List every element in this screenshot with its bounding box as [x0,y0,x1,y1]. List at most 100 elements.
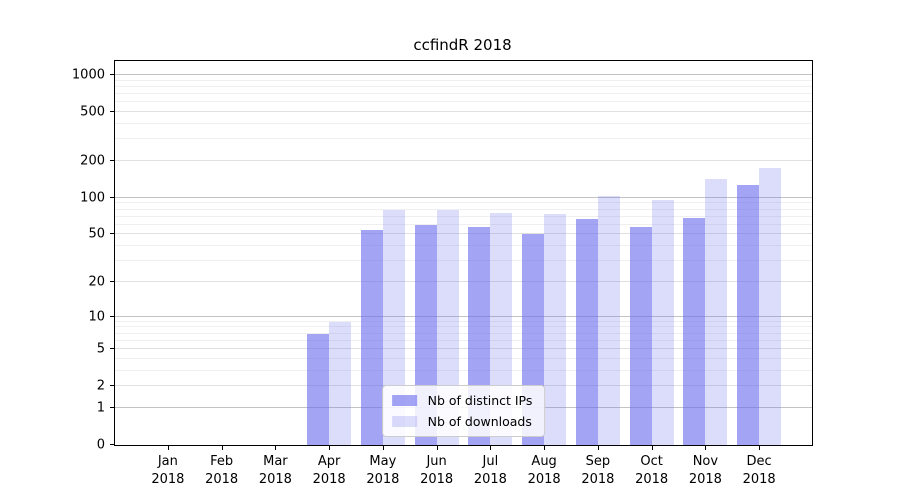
gridline [115,208,812,210]
legend-label-downloads: Nb of downloads [427,414,532,429]
y-tick-mark [110,315,114,317]
gridline [115,215,812,217]
y-tick-label: 50 [88,226,105,242]
bar-downloads [651,200,674,445]
gridline [115,123,812,125]
x-tick-mark [382,446,384,450]
x-tick-mark [221,446,223,450]
bar-distinct-ips [307,333,330,445]
y-tick-mark [110,348,114,350]
gridline [115,85,812,87]
x-tick-label: Nov 2018 [688,454,722,487]
y-tick-label: 1000 [71,67,105,83]
plot-area: 0 1 2 5 10 20 50 100 200 500 1000 Jan 2018 Feb 2018 Ma… [72,60,813,487]
y-tick-mark [110,74,114,76]
gridline [115,369,812,371]
y-tick-label: 500 [80,104,105,120]
x-tick-mark [436,446,438,450]
y-tick-mark [110,444,114,445]
x-tick-label: Oct 2018 [635,454,669,487]
bar-downloads [705,178,728,445]
x-tick-label: Jan 2018 [151,454,185,487]
gridline [115,245,812,247]
gridline [115,348,812,350]
y-tick-mark [110,233,114,235]
gridline [115,160,812,162]
y-tick-label: 10 [88,309,105,325]
y-tick-mark [110,280,114,282]
y-tick-label: 100 [80,190,105,206]
y-tick-mark [110,385,114,387]
month-slot: Nov 2018 [679,61,733,487]
gridline [115,93,812,95]
y-tick-label: 1 [96,400,105,416]
legend-swatch-distinct-ips [391,395,417,406]
gridline [115,196,812,198]
month-slot: Oct 2018 [625,61,679,487]
legend-swatch-downloads [391,416,417,427]
y-tick-label: 200 [80,153,105,169]
y-tick-label: 2 [96,378,105,394]
bar-downloads [329,321,352,445]
x-tick-mark [167,446,169,450]
legend-row-distinct-ips: Nb of distinct IPs [391,393,533,408]
x-tick-label: Sep 2018 [581,454,615,487]
gridline [115,280,812,282]
gridline [115,233,812,235]
gridline [115,138,812,140]
x-tick-label: Mar 2018 [258,454,292,487]
bar-downloads [544,213,567,445]
x-tick-mark [705,446,707,450]
month-slot: Apr 2018 [302,61,356,487]
gridline [115,74,812,76]
x-tick-mark [275,446,277,450]
chart-title: ccfindR 2018 [413,36,512,54]
gridline [115,202,812,204]
y-tick-mark [110,196,114,198]
gridline [115,315,812,317]
bar-distinct-ips [683,218,706,445]
bar-downloads [597,196,620,445]
month-slot: Mar 2018 [249,61,303,487]
gridline [115,101,812,103]
legend-label-distinct-ips: Nb of distinct IPs [427,393,533,408]
gridline [115,332,812,334]
gridline [115,320,812,322]
y-tick-mark [110,160,114,162]
x-tick-mark [329,446,331,450]
legend: Nb of distinct IPs Nb of downloads [381,385,546,437]
month-slot: Jan 2018 [141,61,195,487]
x-tick-label: Jun 2018 [420,454,454,487]
bar-distinct-ips [360,230,383,445]
bar-distinct-ips [575,219,598,445]
x-tick-mark [490,446,492,450]
month-slot: Dec 2018 [732,61,786,487]
x-tick-label: Apr 2018 [312,454,346,487]
gridline [115,339,812,341]
y-axis-ticks: 0 1 2 5 10 20 50 100 200 500 1000 [72,61,812,452]
gridline [115,260,812,262]
month-slot: Feb 2018 [195,61,249,487]
y-tick-mark [110,406,114,408]
gridline [115,223,812,225]
bar-downloads [759,167,782,445]
month-slot: Sep 2018 [571,61,625,487]
gridline [115,357,812,359]
y-tick-label: 20 [88,274,105,290]
gridline [115,326,812,328]
y-tick-label: 5 [96,341,105,357]
x-tick-mark [651,446,653,450]
x-tick-label: Jul 2018 [473,454,507,487]
gridline [115,79,812,81]
x-tick-mark [759,446,761,450]
x-tick-label: Dec 2018 [742,454,776,487]
x-tick-label: Feb 2018 [205,454,239,487]
y-tick-mark [110,111,114,113]
legend-row-downloads: Nb of downloads [391,414,533,429]
bar-distinct-ips [629,226,652,445]
y-tick-label: 0 [96,437,105,453]
gridline [115,111,812,113]
bar-distinct-ips [737,184,760,445]
x-tick-label: May 2018 [366,454,400,487]
